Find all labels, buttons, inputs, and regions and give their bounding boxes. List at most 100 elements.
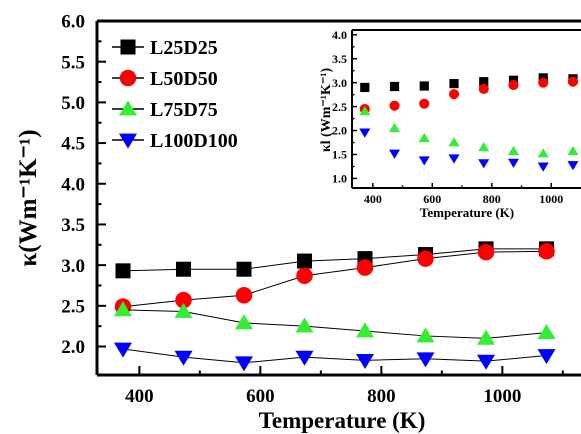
y-tick-label: 4.0 [332, 28, 347, 42]
y-tick-label: 1.0 [332, 172, 347, 186]
data-point [174, 350, 193, 366]
data-point [417, 250, 434, 267]
main-series-layer [114, 241, 556, 372]
legend-label: L100D100 [150, 130, 238, 152]
data-point [295, 317, 314, 333]
legend-marker [119, 69, 137, 87]
x-tick-label: 1000 [483, 386, 521, 407]
y-tick-label: 4.5 [61, 134, 85, 155]
legend-label: L75D75 [150, 99, 218, 121]
x-tick-label: 800 [483, 192, 501, 206]
data-point [356, 353, 375, 369]
data-point [537, 324, 556, 340]
data-point [359, 106, 371, 116]
y-tick-label: 3.5 [61, 215, 85, 236]
series-line [122, 348, 547, 364]
legend-marker [119, 133, 137, 149]
x-tick-label: 800 [367, 386, 396, 407]
data-point [448, 137, 460, 147]
data-point [538, 77, 549, 88]
data-point [356, 322, 375, 338]
data-point [567, 145, 579, 156]
y-tick-label: 6.0 [61, 12, 85, 33]
data-point [418, 132, 430, 143]
data-point [389, 149, 401, 159]
legend: L25D25 L50D50 L75D75 L100D100 [112, 37, 238, 152]
y-tick-label: 2.0 [61, 337, 85, 358]
y-tick-label: 2.0 [332, 124, 347, 138]
inset-plot: 1.0 1.5 2.0 2.5 3.0 3.5 4.0 400 600 800 1000 Temp… [319, 28, 581, 220]
data-point [508, 80, 519, 91]
data-point [356, 259, 374, 276]
legend-marker [119, 100, 137, 116]
data-point [478, 142, 490, 152]
data-point [235, 356, 254, 372]
main-x-axis-label: Temperature (K) [259, 408, 426, 433]
data-point [478, 159, 490, 169]
series-line [123, 248, 547, 272]
data-point [477, 329, 496, 345]
data-point [235, 286, 253, 304]
data-point [567, 76, 579, 87]
data-point [448, 154, 460, 164]
data-point [360, 82, 370, 93]
data-point [115, 263, 131, 279]
data-point [477, 243, 495, 261]
data-point [175, 291, 192, 309]
data-point [114, 301, 133, 317]
data-point [359, 128, 371, 138]
data-point [295, 350, 314, 366]
data-point [114, 342, 133, 358]
data-point [176, 261, 192, 277]
legend-marker [120, 39, 136, 55]
x-tick-label: 600 [423, 192, 441, 206]
x-tick-label: 600 [246, 386, 275, 407]
legend-entry: L100D100 [112, 130, 238, 152]
data-point [478, 83, 489, 94]
inset-y-ticks: 1.0 1.5 2.0 2.5 3.0 3.5 4.0 [332, 28, 357, 186]
y-tick-label: 3.0 [332, 76, 347, 90]
data-point [537, 349, 556, 365]
data-point [296, 267, 313, 284]
legend-entry: L75D75 [112, 99, 218, 121]
y-tick-label: 1.5 [332, 148, 347, 162]
series-triangle-up [114, 301, 556, 345]
legend-label: L25D25 [150, 37, 218, 59]
data-point [419, 98, 430, 109]
data-point [507, 158, 520, 168]
main-x-ticks: 400 600 800 1000 [125, 366, 564, 407]
data-point [389, 81, 400, 92]
legend-label: L50D50 [150, 68, 218, 90]
data-point [567, 161, 579, 171]
y-tick-label: 5.0 [61, 93, 85, 114]
inset-x-ticks: 400 600 800 1000 [364, 183, 563, 206]
data-point [537, 148, 549, 158]
data-point [507, 145, 520, 156]
data-point [538, 243, 555, 260]
data-point [419, 81, 429, 91]
x-tick-label: 400 [364, 192, 382, 206]
y-tick-label: 4.0 [61, 174, 85, 195]
data-point [235, 314, 254, 330]
legend-entry: L25D25 [112, 37, 218, 59]
series-line [123, 309, 547, 339]
main-plot: 2.0 2.5 3.0 3.5 4.0 4.5 5.0 5.5 6.0 400 600 800 100… [15, 12, 581, 433]
data-point [297, 253, 313, 269]
data-point [389, 100, 400, 111]
data-point [416, 327, 435, 343]
y-tick-label: 3.0 [61, 256, 85, 277]
data-point [416, 352, 435, 368]
main-y-axis-label: κ(Wm⁻¹K⁻¹) [15, 129, 42, 266]
series-line [122, 250, 547, 308]
y-tick-label: 2.5 [61, 296, 85, 317]
series-circle [114, 243, 555, 315]
data-point [448, 89, 460, 100]
inset-y-axis-label: κl (Wm⁻¹K⁻¹) [319, 68, 334, 153]
series-triangle-down [114, 342, 556, 372]
data-point [477, 354, 496, 370]
data-point [174, 302, 193, 318]
main-y-ticks: 2.0 2.5 3.0 3.5 4.0 4.5 5.0 5.5 6.0 [61, 12, 106, 358]
inset-x-axis-label: Temperature (K) [420, 205, 514, 220]
inset-background [351, 30, 581, 188]
